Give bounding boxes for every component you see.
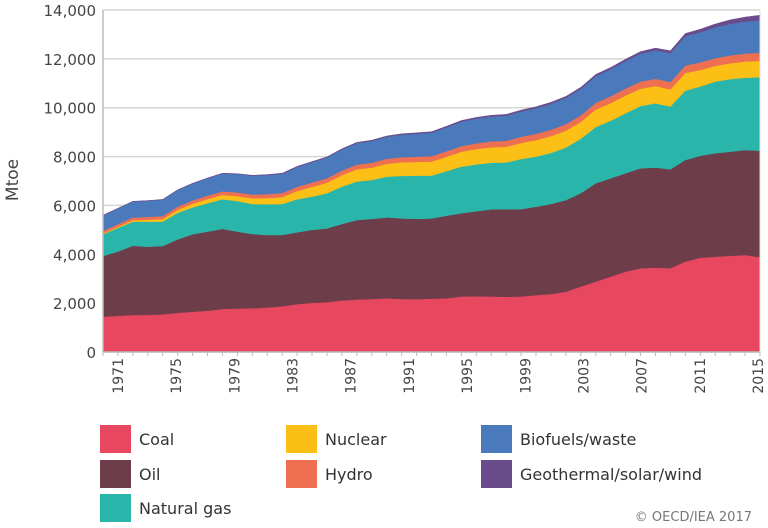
y-tick-label: 4,000 bbox=[53, 246, 96, 264]
y-tick-label: 12,000 bbox=[44, 51, 97, 69]
y-tick-label: 10,000 bbox=[44, 100, 97, 118]
y-tick-label: 6,000 bbox=[53, 197, 96, 215]
copyright: © OECD/IEA 2017 bbox=[634, 510, 752, 525]
x-tick-label: 2015 bbox=[751, 358, 767, 394]
legend-label: Coal bbox=[139, 429, 175, 449]
legend-swatch bbox=[100, 494, 131, 522]
legend-item: Biofuels/waste bbox=[481, 425, 636, 453]
legend-item: Oil bbox=[100, 460, 160, 488]
x-tick-label: 2003 bbox=[576, 358, 592, 394]
area-series bbox=[102, 14, 761, 353]
y-tick-label: 2,000 bbox=[53, 295, 96, 313]
x-tick-label: 1971 bbox=[111, 358, 127, 394]
legend-item: Nuclear bbox=[286, 425, 387, 453]
legend-label: Geothermal/solar/wind bbox=[520, 464, 702, 484]
x-axis-ticks: 1971 1975 1979 1983 1987 1991 1995 1999 2003 2007… bbox=[102, 352, 767, 394]
legend-swatch bbox=[481, 460, 512, 488]
x-tick-label: 1991 bbox=[402, 358, 418, 394]
y-axis-label: Mtoe bbox=[3, 158, 24, 202]
legend-item: Natural gas bbox=[100, 494, 231, 522]
legend-label: Oil bbox=[139, 464, 161, 484]
x-tick-label: 1975 bbox=[169, 358, 185, 394]
x-tick-label: 1983 bbox=[286, 358, 302, 394]
y-tick-label: 14,000 bbox=[44, 2, 97, 20]
legend-label: Natural gas bbox=[139, 498, 232, 518]
x-tick-label: 1999 bbox=[518, 358, 534, 394]
x-tick-label: 1987 bbox=[344, 358, 360, 394]
legend-item: Hydro bbox=[286, 460, 373, 488]
y-axis-ticks: 0 2,000 4,000 6,000 8,000 10,000 12,000 14,000 bbox=[44, 2, 97, 362]
legend-label: Nuclear bbox=[325, 429, 387, 449]
legend-label: Biofuels/waste bbox=[520, 429, 637, 449]
y-tick-label: 0 bbox=[86, 344, 96, 362]
legend-swatch bbox=[286, 425, 317, 453]
legend-item: Coal bbox=[100, 425, 174, 453]
legend-swatch bbox=[481, 425, 512, 453]
x-tick-label: 2007 bbox=[635, 358, 651, 394]
legend-swatch bbox=[100, 425, 131, 453]
legend-label: Hydro bbox=[325, 464, 373, 484]
stacked-area-chart: 02,0004,0006,0008,00010,00012,00014,000 … bbox=[44, 2, 768, 394]
x-tick-label: 1979 bbox=[227, 358, 243, 394]
y-tick-label: 8,000 bbox=[53, 149, 96, 167]
x-tick-label: 1995 bbox=[460, 358, 476, 394]
legend-swatch bbox=[100, 460, 131, 488]
x-tick-label: 2011 bbox=[693, 358, 709, 394]
legend-item: Geothermal/solar/wind bbox=[481, 460, 702, 488]
legend-swatch bbox=[286, 460, 317, 488]
